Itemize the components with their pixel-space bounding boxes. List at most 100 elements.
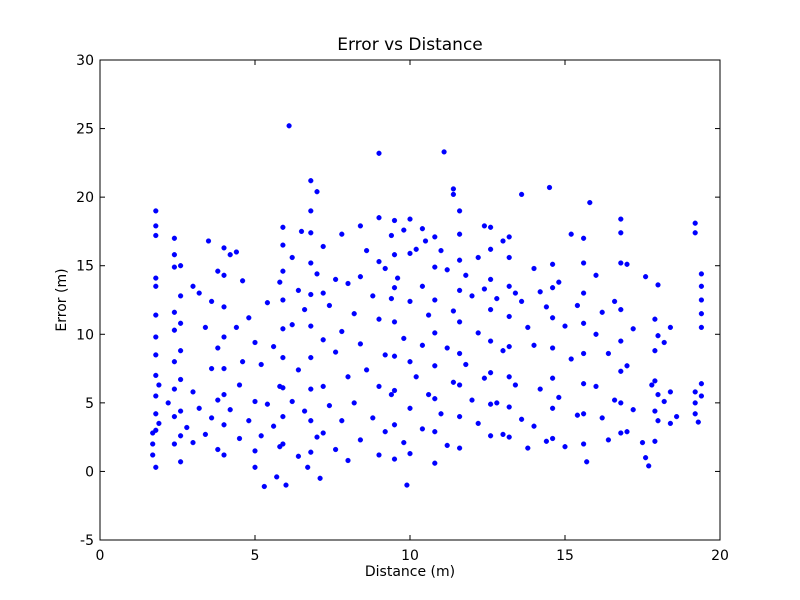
data-point [432,264,438,270]
x-tick-label: 0 [96,548,105,564]
data-point [178,408,184,414]
data-point [246,418,252,424]
data-point [506,374,512,380]
data-point [556,394,562,401]
data-point [153,334,159,340]
data-point [252,464,258,470]
data-point [364,248,370,254]
data-point [153,411,159,417]
data-point [289,254,295,261]
data-point [580,320,587,326]
data-point [661,398,667,405]
data-point [488,338,494,344]
data-point [506,313,512,320]
data-point [450,379,457,385]
data-point [215,446,221,453]
data-point [258,361,264,368]
data-point [221,245,227,251]
data-point [450,308,457,314]
data-point [308,178,314,184]
data-point [506,254,512,261]
data-point [413,246,419,252]
data-point [432,297,438,303]
data-point [376,383,382,390]
data-point [698,393,705,399]
data-point [233,324,240,331]
data-point [221,366,227,372]
data-point [630,326,636,332]
data-point [178,376,184,383]
data-point [463,361,469,368]
data-point [618,307,624,313]
data-point [302,307,308,313]
data-point [580,290,587,296]
y-tick-label: 15 [76,259,94,275]
data-point [196,405,202,411]
data-point [646,463,652,469]
data-point [289,322,295,328]
data-point [661,339,667,346]
data-point [280,242,286,248]
data-point [221,304,227,310]
data-point [401,227,407,233]
data-point [698,381,705,387]
data-point [178,433,184,439]
data-point [401,440,407,446]
data-point [698,271,705,277]
data-point [537,386,543,392]
data-point [673,414,680,420]
data-point [432,234,438,240]
data-point [605,437,612,443]
data-point [494,400,500,406]
data-point [339,328,345,335]
data-point [481,223,488,229]
data-point [444,442,450,449]
data-point [252,398,258,405]
data-point [252,448,258,454]
data-point [543,438,550,444]
data-point [382,352,388,358]
data-point [298,228,305,235]
data-point [252,339,258,346]
data-point [574,412,581,418]
data-point [308,260,314,266]
data-point [351,400,357,406]
data-point [227,252,233,258]
data-point [599,309,605,315]
data-point [506,283,512,289]
y-tick-label: 5 [85,396,94,412]
data-point [488,224,494,230]
data-point [413,374,419,380]
y-tick-label: 25 [76,122,94,138]
data-point [308,230,314,236]
data-point [422,238,429,244]
data-points [150,123,705,490]
data-point [457,350,463,357]
data-point [171,235,178,241]
data-point [202,324,209,331]
data-point [568,231,574,237]
data-point [432,396,438,402]
data-point [618,230,624,236]
data-point [289,398,295,405]
data-point [274,474,280,480]
data-point [407,451,413,457]
data-point [698,297,705,303]
data-point [320,243,326,250]
data-point [246,315,252,321]
data-point [475,420,481,427]
data-point [205,238,212,244]
data-point [556,279,562,285]
data-point [314,189,320,195]
data-point [308,418,314,424]
data-point [277,279,283,285]
data-point [221,392,227,398]
data-point [407,250,413,257]
data-point [339,418,345,424]
data-point [441,149,447,155]
data-point [525,324,531,331]
data-point [432,363,438,369]
data-point [202,431,209,438]
data-point [376,150,382,156]
